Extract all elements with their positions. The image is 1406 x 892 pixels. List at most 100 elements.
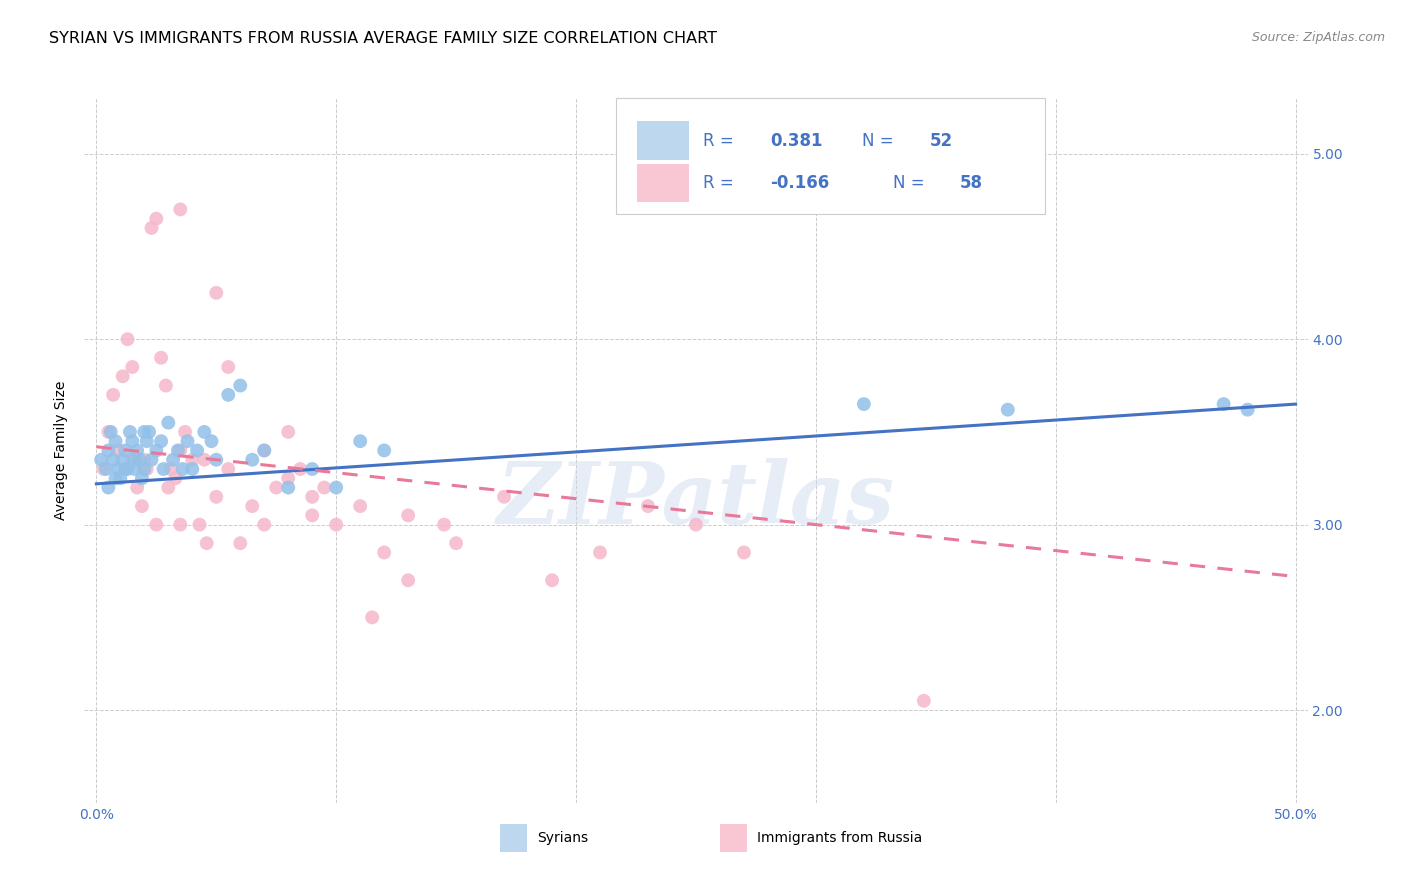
Point xyxy=(134,452,156,467)
Point xyxy=(205,452,228,467)
Point xyxy=(301,490,323,504)
Point xyxy=(141,452,163,467)
Point xyxy=(733,545,755,559)
Point xyxy=(157,481,180,495)
Point xyxy=(176,434,198,449)
Point xyxy=(121,452,143,467)
Text: R =: R = xyxy=(703,132,740,150)
Point xyxy=(131,499,153,513)
Point xyxy=(104,434,127,449)
Point xyxy=(589,545,612,559)
Point xyxy=(1212,397,1234,411)
Point xyxy=(240,499,263,513)
Point xyxy=(433,517,456,532)
Point xyxy=(165,471,187,485)
Point xyxy=(277,425,299,439)
Point xyxy=(181,462,204,476)
Point xyxy=(174,425,197,439)
Point xyxy=(240,452,263,467)
Point xyxy=(124,452,146,467)
Point xyxy=(169,517,191,532)
Point xyxy=(101,452,124,467)
Point xyxy=(114,462,136,476)
Point xyxy=(852,397,875,411)
Point xyxy=(373,545,395,559)
Point xyxy=(188,517,211,532)
Point xyxy=(117,332,139,346)
Point xyxy=(131,471,153,485)
Point xyxy=(172,462,194,476)
Point xyxy=(169,443,191,458)
Point xyxy=(195,536,218,550)
Text: 58: 58 xyxy=(960,174,983,192)
Point xyxy=(193,452,215,467)
Point xyxy=(685,517,707,532)
Point xyxy=(494,490,516,504)
Point xyxy=(205,285,228,300)
Point xyxy=(111,369,134,384)
Point xyxy=(301,508,323,523)
Point xyxy=(264,481,287,495)
Point xyxy=(253,443,276,458)
Point xyxy=(325,517,347,532)
Text: Syrians: Syrians xyxy=(537,831,588,845)
Point xyxy=(104,471,127,485)
Point xyxy=(141,221,163,235)
FancyBboxPatch shape xyxy=(616,98,1045,214)
Point xyxy=(396,574,419,588)
Point xyxy=(134,425,156,439)
Point xyxy=(159,462,181,476)
Point xyxy=(361,610,384,624)
Point xyxy=(117,462,139,476)
Point xyxy=(301,462,323,476)
Point xyxy=(155,378,177,392)
Point xyxy=(217,388,239,402)
Point xyxy=(145,517,167,532)
Point xyxy=(97,443,120,458)
Point xyxy=(205,490,228,504)
Point xyxy=(290,462,312,476)
FancyBboxPatch shape xyxy=(637,163,689,202)
Point xyxy=(444,536,467,550)
Point xyxy=(217,359,239,374)
Point xyxy=(997,402,1019,417)
FancyBboxPatch shape xyxy=(637,121,689,161)
Point xyxy=(94,462,117,476)
Point xyxy=(912,694,935,708)
Point xyxy=(229,378,252,392)
Point xyxy=(396,508,419,523)
Point xyxy=(145,211,167,226)
Point xyxy=(107,462,129,476)
Point xyxy=(152,462,174,476)
Text: -0.166: -0.166 xyxy=(770,174,830,192)
Point xyxy=(101,388,124,402)
Text: N =: N = xyxy=(862,132,900,150)
Point xyxy=(314,481,336,495)
Y-axis label: Average Family Size: Average Family Size xyxy=(55,381,69,520)
Point xyxy=(127,443,149,458)
Point xyxy=(167,443,190,458)
Point xyxy=(193,425,215,439)
Point xyxy=(229,536,252,550)
Point xyxy=(135,462,157,476)
Point xyxy=(93,462,115,476)
Point xyxy=(186,443,208,458)
FancyBboxPatch shape xyxy=(720,824,748,852)
Point xyxy=(97,425,120,439)
Point xyxy=(110,471,132,485)
Point xyxy=(124,462,146,476)
Point xyxy=(277,471,299,485)
Point xyxy=(128,452,150,467)
Point xyxy=(121,434,143,449)
Point xyxy=(325,481,347,495)
Point xyxy=(127,481,149,495)
Point xyxy=(150,351,173,365)
Point xyxy=(277,481,299,495)
Point xyxy=(157,416,180,430)
Point xyxy=(349,434,371,449)
Point xyxy=(134,462,156,476)
Point xyxy=(373,443,395,458)
Point xyxy=(111,452,134,467)
Point xyxy=(145,443,167,458)
Point xyxy=(217,462,239,476)
